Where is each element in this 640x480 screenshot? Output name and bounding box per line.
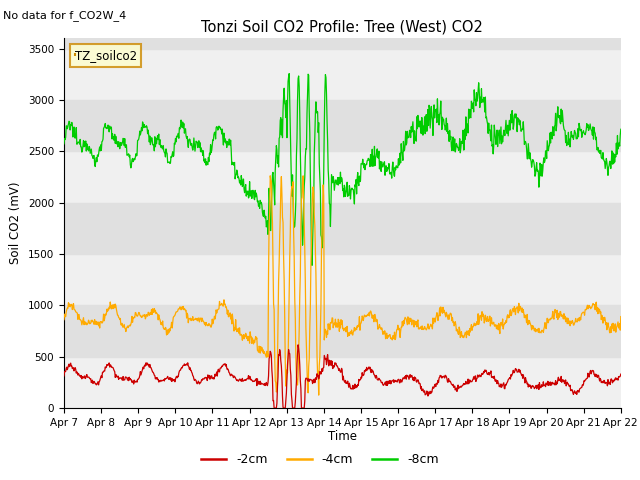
Text: No data for f_CO2W_4: No data for f_CO2W_4 xyxy=(3,10,127,21)
X-axis label: Time: Time xyxy=(328,431,357,444)
Legend: TZ_soilco2: TZ_soilco2 xyxy=(70,44,141,67)
Bar xyxy=(64,38,621,48)
Bar xyxy=(64,100,621,151)
Y-axis label: Soil CO2 (mV): Soil CO2 (mV) xyxy=(10,182,22,264)
Bar xyxy=(64,305,621,357)
Bar xyxy=(64,203,621,254)
Title: Tonzi Soil CO2 Profile: Tree (West) CO2: Tonzi Soil CO2 Profile: Tree (West) CO2 xyxy=(202,20,483,35)
Legend: -2cm, -4cm, -8cm: -2cm, -4cm, -8cm xyxy=(196,448,444,471)
